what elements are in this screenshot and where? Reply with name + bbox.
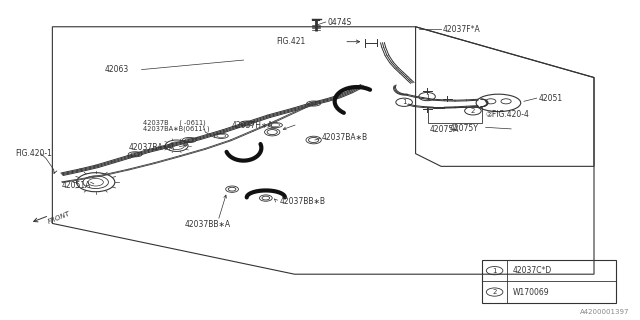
Text: 42037B     ( -0611): 42037B ( -0611) [143, 120, 205, 126]
Text: 42051A: 42051A [62, 181, 92, 190]
Text: FIG.421: FIG.421 [276, 37, 306, 46]
Text: 0474S: 0474S [328, 18, 352, 27]
Text: 42075A: 42075A [429, 125, 459, 134]
Text: 1: 1 [425, 93, 429, 100]
Text: 42037C*D: 42037C*D [513, 266, 552, 275]
Text: 42075Y: 42075Y [449, 124, 478, 133]
Text: 42051: 42051 [539, 94, 563, 103]
Text: 1: 1 [402, 99, 406, 105]
Text: 42037F*A: 42037F*A [443, 25, 481, 34]
Text: 2: 2 [492, 289, 497, 295]
Text: 2: 2 [471, 108, 475, 114]
Text: 42037BB∗A: 42037BB∗A [185, 220, 231, 228]
Text: 42037BA∗A: 42037BA∗A [129, 143, 175, 152]
Text: 1: 1 [492, 268, 497, 274]
Text: 42037BA∗B: 42037BA∗B [321, 133, 367, 142]
Text: 42037BA∗B(0611- ): 42037BA∗B(0611- ) [143, 126, 209, 132]
Text: FRONT: FRONT [47, 211, 72, 225]
Text: W170069: W170069 [513, 288, 550, 297]
Text: ②FIG.420-4: ②FIG.420-4 [486, 109, 529, 118]
Text: FIG.420-1: FIG.420-1 [15, 149, 52, 158]
Bar [483, 260, 616, 303]
Text: 42037H∗A: 42037H∗A [232, 121, 274, 130]
Text: 42063: 42063 [104, 65, 129, 74]
Bar [428, 107, 483, 123]
Text: 42037BB∗B: 42037BB∗B [279, 197, 325, 206]
Text: A4200001397: A4200001397 [580, 309, 629, 316]
